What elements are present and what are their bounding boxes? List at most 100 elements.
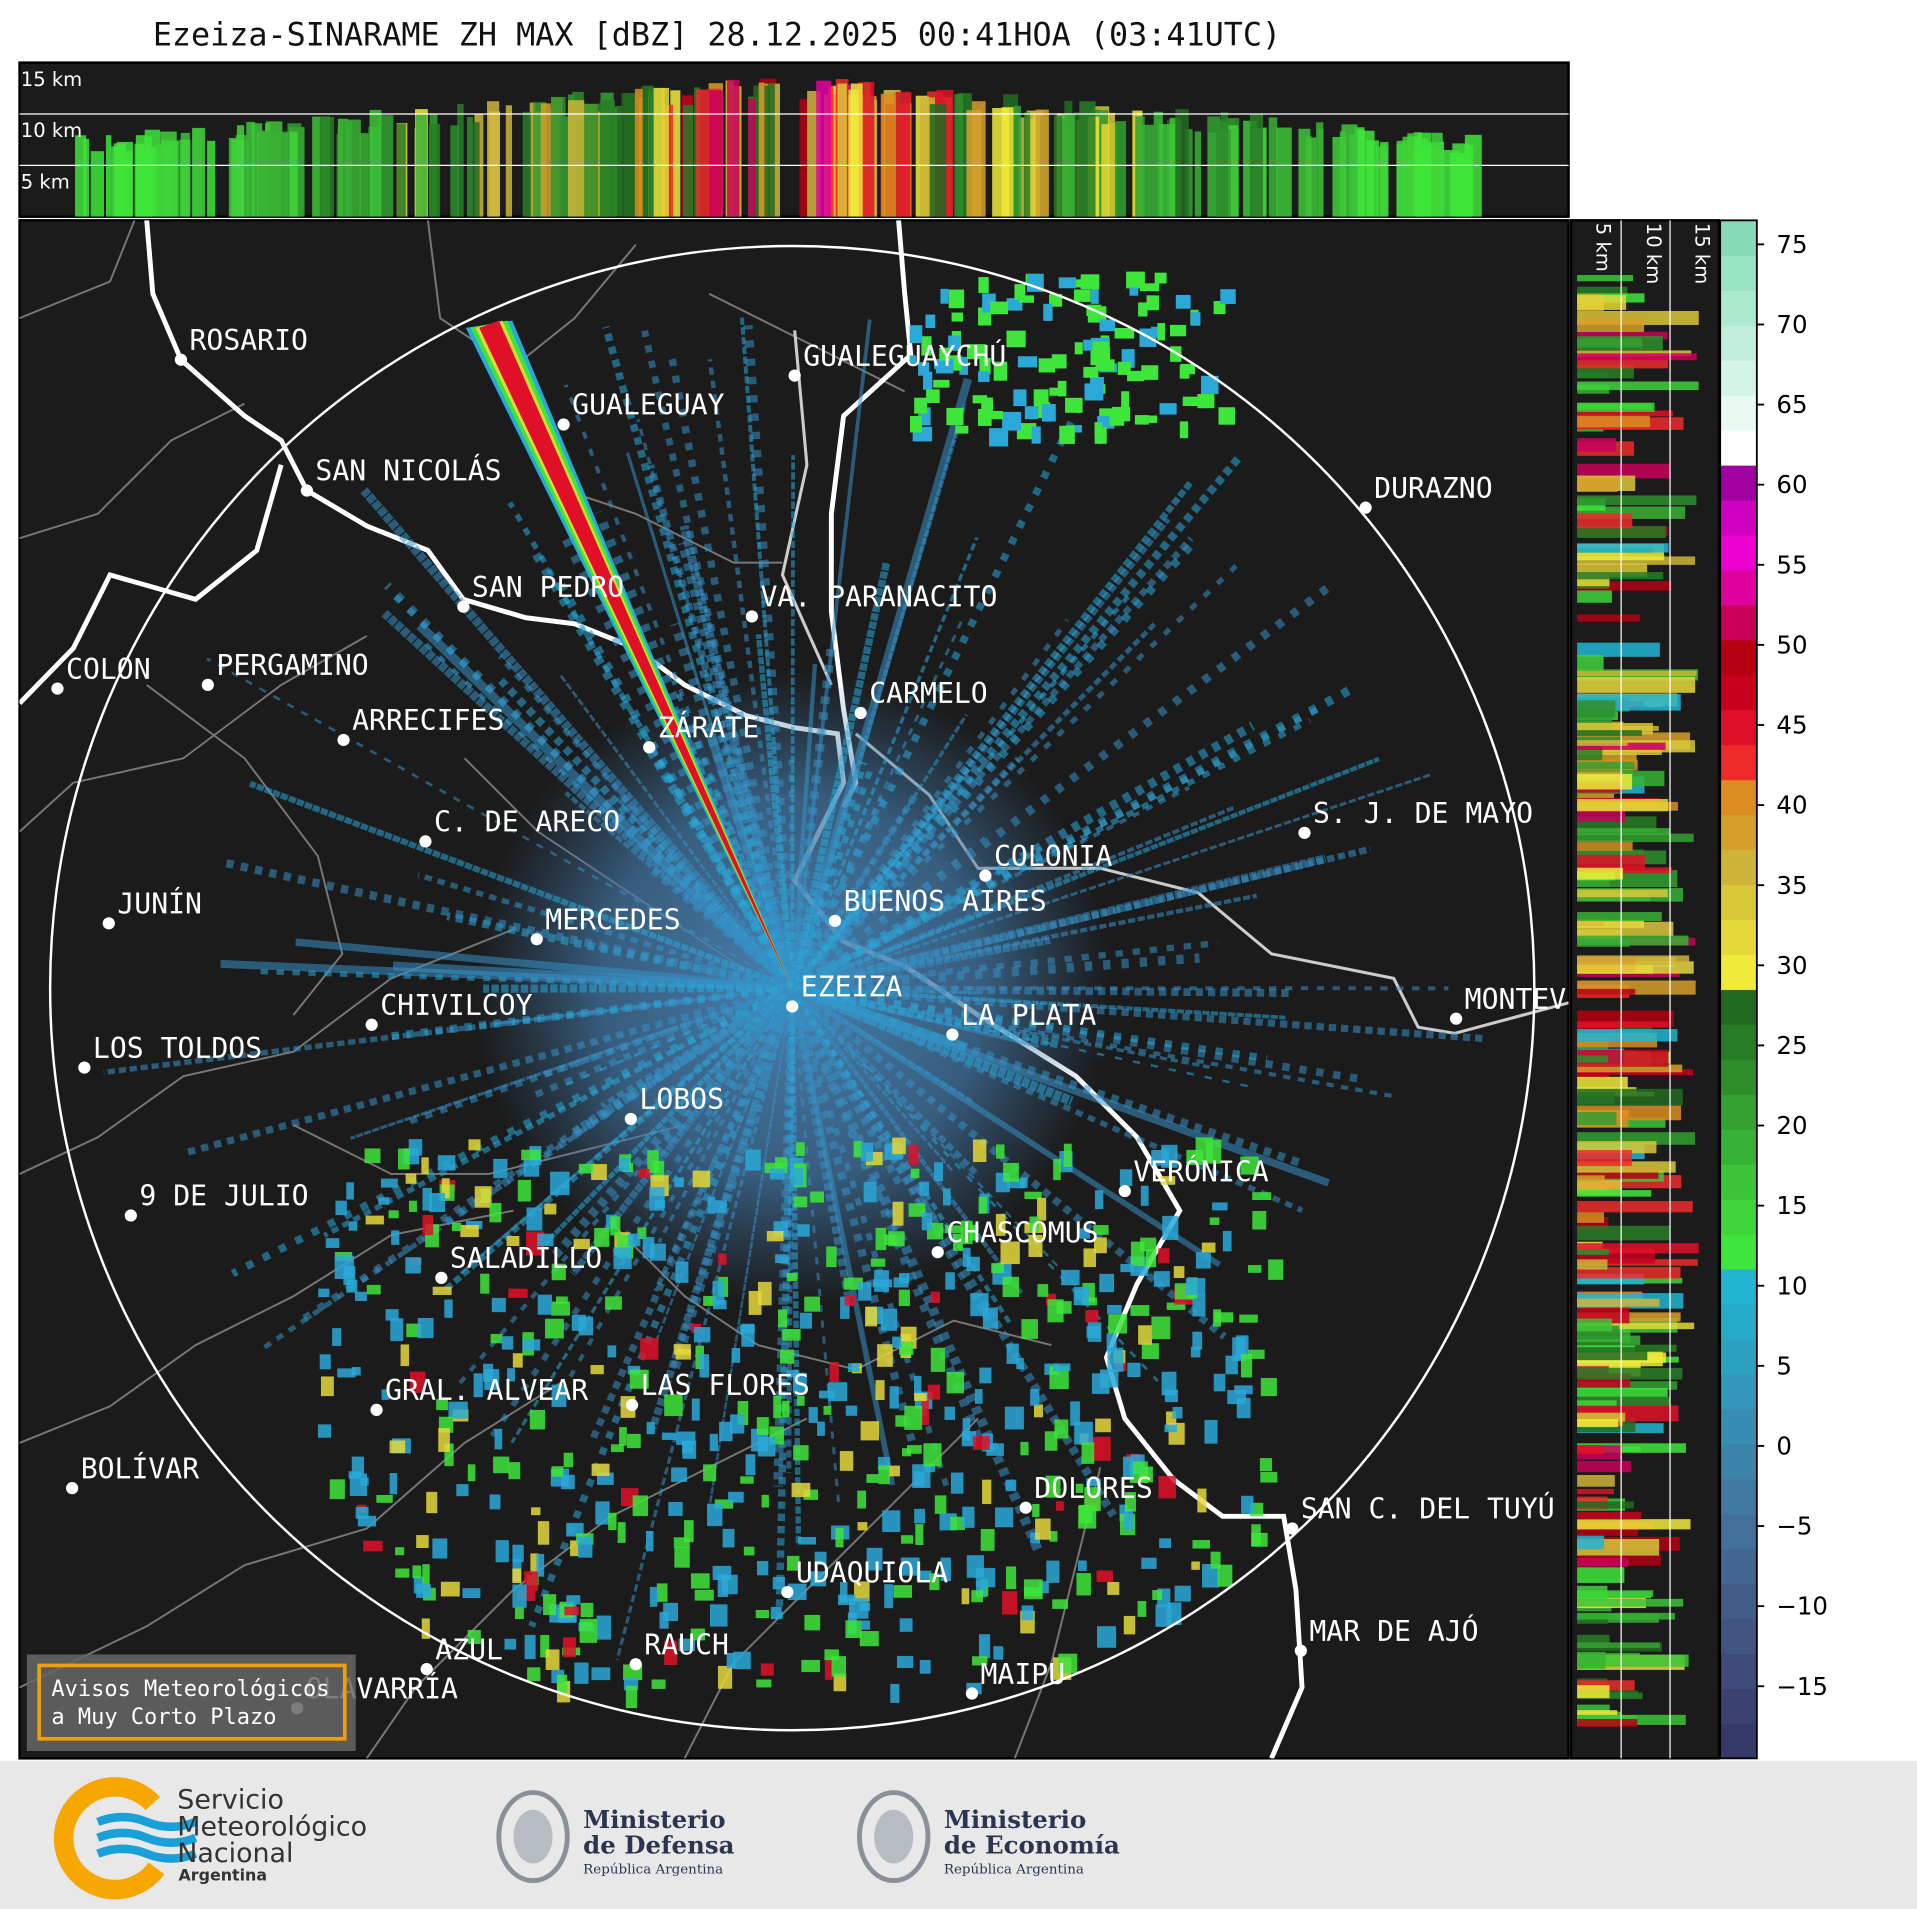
echo-cell [389, 1440, 406, 1454]
section-echo [1577, 381, 1699, 391]
city-dot [625, 1398, 639, 1412]
echo-cell [1030, 1532, 1041, 1544]
echo-cell [859, 1602, 871, 1611]
section-echo [1194, 131, 1202, 217]
echo-cell [714, 1499, 734, 1509]
echo-cell [1252, 1210, 1267, 1230]
echo-ray [789, 987, 896, 1486]
section-echo [1577, 410, 1673, 417]
echo-cell [803, 1489, 819, 1500]
colorbar-band [1720, 1199, 1757, 1235]
city-label: S. J. DE MAYO [1313, 797, 1533, 830]
footer-background [0, 1760, 1917, 1909]
echo-cell [875, 1227, 887, 1251]
echo-cell [551, 1384, 567, 1407]
echo-ray [186, 984, 794, 1156]
echo-cell [1248, 1265, 1262, 1273]
echo-cell [990, 410, 1003, 420]
echo-cell [1030, 1389, 1040, 1406]
echo-ray [791, 987, 954, 1173]
city-label: UDAQUIOLA [796, 1556, 948, 1589]
echo-cell [1166, 1302, 1186, 1310]
echo-cell [656, 1583, 668, 1602]
colorbar-band [1720, 1583, 1757, 1620]
echo-cell [878, 1465, 890, 1485]
city-label: DOLORES [1034, 1472, 1152, 1505]
echo-cell [594, 1227, 610, 1247]
echo-cell [919, 1181, 930, 1196]
echo-ray [788, 561, 891, 989]
colorbar-band [1720, 465, 1757, 501]
echo-cell [1123, 1509, 1134, 1531]
echo-cell [1093, 1237, 1107, 1254]
echo-cell [537, 1233, 554, 1247]
echo-cell [875, 1380, 885, 1401]
section-echo [1577, 740, 1628, 746]
echo-cell [786, 1272, 798, 1282]
section-echo [1577, 1064, 1683, 1073]
section-echo [1577, 1585, 1608, 1600]
echo-cell [940, 1557, 951, 1582]
colorbar-band [1720, 919, 1757, 956]
echo-cell [360, 1477, 369, 1486]
echo-cell [1108, 1314, 1128, 1334]
echo-cell [591, 1463, 610, 1476]
echo-cell [484, 1369, 500, 1390]
echo-ray [670, 622, 797, 990]
echo-cell [722, 1528, 735, 1548]
echo-cell [432, 1286, 452, 1295]
colorbar-band [1720, 674, 1757, 711]
echo-cell [467, 1629, 481, 1644]
echo-cell [381, 1389, 390, 1400]
section-echo [1023, 112, 1031, 217]
echo-ray [789, 986, 903, 1187]
echo-cell [444, 1299, 453, 1318]
echo-cell [892, 1201, 904, 1226]
echo-cell [545, 1318, 564, 1339]
echo-cell [1148, 415, 1158, 423]
echo-cell [1031, 426, 1041, 444]
echo-cell [1087, 1322, 1102, 1342]
section-echo [1577, 1175, 1605, 1182]
echo-cell [978, 1196, 987, 1214]
cities: ROSARIO GUALEGUAYCHÚ GUALEGUAY SAN NICOLÁS D… [51, 324, 1569, 1715]
colorbar-tick-label: 50 [1776, 630, 1807, 659]
echo-cell [857, 1490, 867, 1509]
echo-cell [1158, 1475, 1176, 1499]
section-echo [1577, 1190, 1652, 1197]
colorbar-band [1720, 639, 1757, 676]
city-dot [300, 484, 313, 497]
echo-cell [810, 1571, 827, 1587]
colorbar-tick-label: −5 [1776, 1512, 1812, 1541]
echo-cell [364, 1148, 381, 1164]
section-echo [1577, 1021, 1669, 1028]
echo-cell [993, 1646, 1004, 1660]
section-echo [816, 80, 831, 217]
city-label: COLONIA [994, 840, 1113, 873]
echo-ray [295, 938, 793, 992]
echo-cell [366, 1284, 381, 1295]
section-echo [1577, 955, 1690, 966]
echo-cell [979, 1367, 992, 1384]
colorbar-tick-label: 25 [1776, 1031, 1807, 1060]
echo-cell [740, 1476, 754, 1484]
echo-cell [970, 1293, 989, 1317]
city-dot [781, 1585, 794, 1599]
echo-cell [995, 1213, 1006, 1236]
echo-beam [465, 320, 793, 989]
echo-cell [915, 1524, 924, 1545]
city-dot [1449, 1012, 1463, 1025]
echo-cell [409, 1371, 426, 1393]
echo-cell [649, 1243, 666, 1261]
section-echo [1577, 761, 1635, 770]
emblem [496, 1790, 570, 1884]
echo-cell [782, 1328, 801, 1341]
echo-cell [694, 1589, 714, 1601]
section-echo [1138, 124, 1154, 217]
echo-cell [550, 1171, 570, 1196]
echo-ray [787, 986, 1043, 1553]
echo-cell [1038, 1581, 1049, 1594]
echo-cell [1058, 277, 1077, 289]
echo-cell [1239, 1314, 1258, 1323]
